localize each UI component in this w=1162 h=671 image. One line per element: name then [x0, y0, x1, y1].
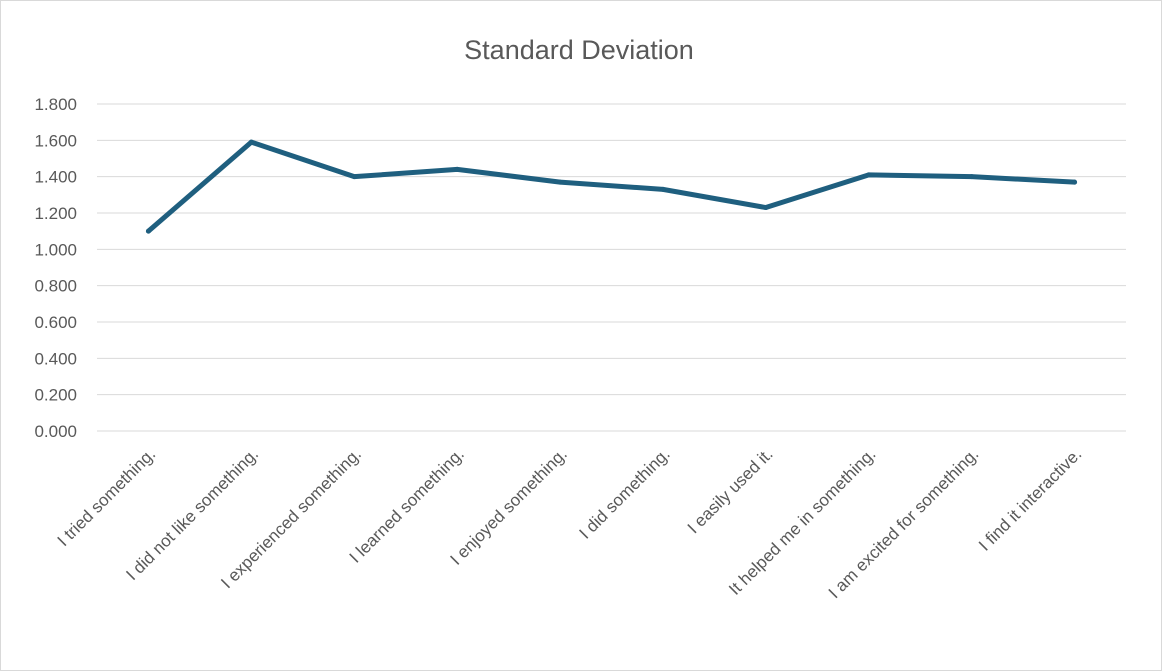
y-tick-label: 0.400	[34, 349, 77, 368]
x-category-label: I tried something.	[54, 444, 160, 550]
data-point	[454, 166, 460, 172]
y-axis-tick-labels: 0.000 0.200 0.400 0.600 0.800 1.000 1.200 1.400…	[34, 95, 77, 441]
data-point	[557, 179, 563, 185]
y-tick-label: 0.200	[34, 386, 77, 405]
x-category-label: I easily used it.	[684, 444, 777, 537]
x-category-label: I learned something.	[346, 444, 468, 566]
series-line	[145, 139, 1078, 234]
y-tick-label: 1.400	[34, 168, 77, 187]
x-category-label: I find it interactive.	[975, 444, 1085, 554]
y-tick-label: 1.200	[34, 204, 77, 223]
x-category-label: I did something.	[575, 444, 673, 542]
y-tick-label: 1.000	[34, 240, 77, 259]
data-point	[351, 174, 357, 180]
y-tick-label: 1.600	[34, 131, 77, 150]
data-point	[1072, 179, 1078, 185]
data-point	[248, 139, 254, 145]
chart-title: Standard Deviation	[464, 35, 694, 65]
series	[145, 139, 1078, 234]
data-point	[660, 186, 666, 192]
y-tick-label: 0.000	[34, 422, 77, 441]
y-tick-label: 0.800	[34, 277, 77, 296]
y-tick-label: 0.600	[34, 313, 77, 332]
x-category-label: I enjoyed something.	[447, 444, 571, 568]
gridlines	[97, 103, 1126, 432]
x-axis-category-labels: I tried something.I did not like somethi…	[54, 444, 1086, 602]
data-point	[866, 172, 872, 178]
y-tick-label: 1.800	[34, 95, 77, 114]
data-point	[145, 228, 151, 234]
data-point	[763, 205, 769, 211]
data-point	[969, 174, 975, 180]
